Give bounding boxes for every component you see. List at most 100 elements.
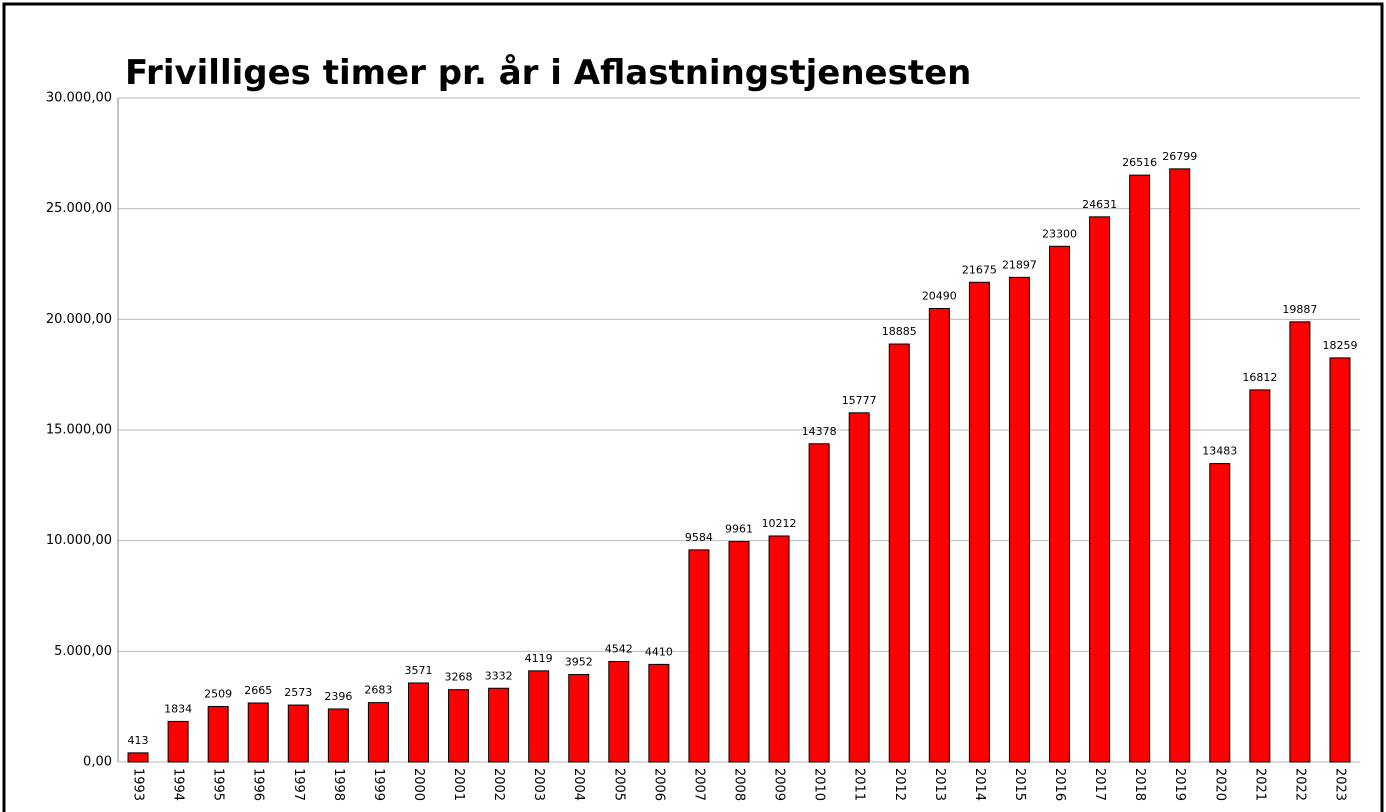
x-tick-label: 2013: [932, 768, 947, 801]
bar: [167, 720, 189, 763]
x-tick-label: 2023: [1332, 768, 1347, 801]
value-label: 26799: [1162, 150, 1197, 163]
bar: [1329, 357, 1351, 763]
value-label: 2396: [324, 690, 352, 703]
value-label: 26516: [1122, 156, 1157, 169]
value-label: 18885: [882, 325, 917, 338]
bar: [568, 674, 590, 763]
x-tick-label: 2010: [812, 768, 827, 801]
bar: [1209, 463, 1231, 763]
x-tick-label: 2003: [531, 768, 546, 801]
bar: [1049, 245, 1071, 763]
x-tick-label: 2019: [1172, 768, 1187, 801]
bar: [207, 705, 229, 763]
value-label: 2573: [284, 686, 312, 699]
x-tick-label: 2011: [852, 768, 867, 801]
bar: [648, 663, 670, 763]
value-label: 9584: [685, 531, 713, 544]
y-tick-label: 25.000,00: [46, 201, 112, 216]
value-label: 9961: [725, 523, 753, 536]
value-label: 3332: [485, 669, 513, 682]
value-label: 10212: [762, 517, 797, 530]
x-tick-label: 1999: [371, 768, 386, 801]
y-tick-label: 10.000,00: [46, 533, 112, 548]
value-label: 23300: [1042, 227, 1077, 240]
bar: [448, 689, 470, 763]
bar: [888, 343, 910, 763]
value-label: 15777: [842, 394, 877, 407]
bar: [1008, 276, 1030, 763]
x-tick-label: 2001: [451, 768, 466, 801]
bar: [1129, 174, 1151, 763]
value-label: 2665: [244, 684, 272, 697]
x-tick-label: 1996: [251, 768, 266, 801]
bar: [1089, 216, 1111, 763]
value-label: 3571: [404, 664, 432, 677]
bar: [327, 708, 349, 763]
bar: [688, 549, 710, 763]
x-tick-label: 2022: [1292, 768, 1307, 801]
bar: [1169, 168, 1191, 763]
x-tick-label: 2008: [732, 768, 747, 801]
value-label: 2509: [204, 687, 232, 700]
bar: [1249, 389, 1271, 763]
bar: [808, 443, 830, 763]
x-tick-label: 2014: [972, 768, 987, 801]
value-label: 3952: [565, 656, 593, 669]
x-tick-label: 2020: [1212, 768, 1227, 801]
y-tick-label: 5.000,00: [54, 644, 112, 659]
bar: [127, 752, 149, 763]
y-tick-label: 0,00: [83, 755, 112, 770]
bar: [848, 412, 870, 763]
x-tick-label: 1994: [171, 768, 186, 801]
value-label: 413: [128, 734, 149, 747]
value-label: 21897: [1002, 258, 1037, 271]
value-label: 19887: [1282, 303, 1317, 316]
value-label: 4410: [645, 645, 673, 658]
x-tick-label: 1993: [131, 768, 146, 801]
bar: [608, 660, 630, 763]
x-tick-label: 2009: [772, 768, 787, 801]
value-label: 3268: [445, 671, 473, 684]
value-label: 1834: [164, 702, 192, 715]
x-tick-label: 1998: [331, 768, 346, 801]
x-tick-label: 2002: [491, 768, 506, 801]
bar: [768, 535, 790, 763]
bar: [287, 704, 309, 763]
x-tick-label: 2016: [1052, 768, 1067, 801]
x-tick-label: 2018: [1132, 768, 1147, 801]
bar: [407, 682, 429, 763]
value-label: 14378: [802, 425, 837, 438]
value-label: 4119: [525, 652, 553, 665]
y-tick-label: 15.000,00: [46, 423, 112, 438]
value-label: 13483: [1202, 445, 1237, 458]
value-label: 18259: [1322, 339, 1357, 352]
x-tick-label: 2017: [1092, 768, 1107, 801]
bar: [488, 687, 510, 763]
x-tick-label: 1995: [211, 768, 226, 801]
bar: [928, 307, 950, 763]
value-label: 16812: [1242, 371, 1277, 384]
x-tick-label: 2015: [1012, 768, 1027, 801]
x-tick-label: 2021: [1252, 768, 1267, 801]
bar: [367, 702, 389, 763]
value-label: 20490: [922, 289, 957, 302]
x-tick-label: 2000: [411, 768, 426, 801]
chart-title: Frivilliges timer pr. år i Aflastningstj…: [125, 53, 971, 93]
value-label: 4542: [605, 642, 633, 655]
x-tick-label: 2006: [651, 768, 666, 801]
x-tick-label: 2005: [611, 768, 626, 801]
x-tick-label: 2012: [892, 768, 907, 801]
y-tick-label: 20.000,00: [46, 312, 112, 327]
x-tick-label: 1997: [291, 768, 306, 801]
y-tick-label: 30.000,00: [46, 91, 112, 106]
value-label: 2683: [364, 684, 392, 697]
x-tick-label: 2007: [691, 768, 706, 801]
bar: [1289, 321, 1311, 763]
value-label: 24631: [1082, 198, 1117, 211]
value-label: 21675: [962, 263, 997, 276]
bar: [728, 541, 750, 763]
bar: [528, 670, 550, 763]
